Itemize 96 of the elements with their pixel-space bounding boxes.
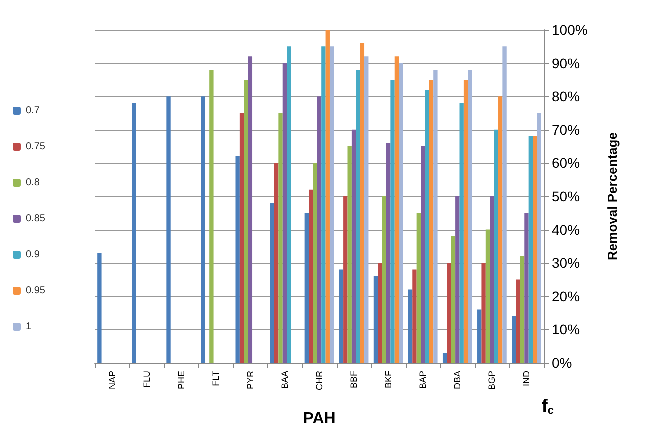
- bar: [278, 113, 283, 363]
- bar: [364, 56, 369, 363]
- bar: [486, 230, 490, 363]
- legend-label: 0.85: [26, 214, 46, 224]
- bar: [460, 103, 464, 363]
- legend-label: 0.95: [26, 286, 46, 296]
- bar: [348, 146, 352, 363]
- bar: [317, 96, 322, 363]
- x-tick-label: BGP: [487, 371, 498, 390]
- legend-label: 0.75: [26, 142, 46, 152]
- bar: [274, 163, 279, 363]
- bar: [442, 353, 448, 363]
- bar: [524, 213, 529, 363]
- legend-label: 1: [26, 322, 32, 332]
- y-tick-label: 80%: [552, 88, 580, 105]
- bar: [339, 270, 344, 363]
- bar: [412, 270, 417, 363]
- bar: [309, 190, 314, 363]
- x-tick-label: CHR: [314, 370, 324, 390]
- bar: [386, 143, 391, 363]
- bar: [360, 43, 365, 363]
- bar: [382, 196, 386, 363]
- x-tick-label: BKF: [384, 370, 394, 389]
- bar: [429, 80, 434, 363]
- x-tick-label: BAP: [418, 371, 428, 390]
- bar: [478, 310, 482, 363]
- x-axis-title: PAH: [303, 410, 336, 428]
- y-tick-label: 10%: [552, 322, 580, 338]
- bar: [528, 136, 534, 363]
- bar: [494, 130, 498, 363]
- bar: [248, 56, 253, 363]
- x-tick-label: PHE: [176, 371, 186, 390]
- bar: [236, 156, 240, 363]
- bar: [408, 290, 413, 363]
- bar: [490, 196, 494, 363]
- y-tick-label: 0%: [552, 355, 572, 371]
- bar: [330, 46, 334, 363]
- bar: [378, 263, 382, 363]
- y-axis-title: Removal Percentage: [605, 132, 620, 260]
- bar: [326, 30, 330, 363]
- bar: [464, 80, 468, 363]
- bar: [287, 46, 292, 363]
- bar: [399, 63, 404, 363]
- bar: [201, 96, 206, 363]
- bar: [447, 263, 452, 363]
- bar: [344, 196, 348, 363]
- y-tick-label: 100%: [552, 22, 588, 38]
- bar: [434, 70, 438, 363]
- bar: [516, 280, 520, 363]
- y-tick-label: 30%: [552, 255, 580, 272]
- y-tick-label: 50%: [552, 188, 580, 204]
- y-tick-label: 40%: [552, 222, 580, 238]
- bar: [468, 70, 472, 363]
- bar: [482, 263, 486, 363]
- bar: [416, 213, 422, 363]
- bar: [98, 253, 102, 363]
- x-tick-label: FLT: [210, 370, 221, 386]
- bar: [304, 213, 310, 363]
- bar: [374, 276, 378, 363]
- bar: [322, 46, 326, 363]
- bar: [356, 70, 360, 363]
- bar: [244, 80, 248, 363]
- y-tick-label: 70%: [552, 122, 580, 138]
- y-tick-label: 20%: [552, 288, 580, 304]
- bar: [282, 63, 288, 363]
- bar: [425, 90, 430, 363]
- bar: [512, 316, 516, 363]
- bar: [270, 203, 274, 363]
- bar: [537, 113, 542, 363]
- legend-label: 0.8: [26, 178, 40, 188]
- x-tick-label: BBF: [349, 370, 360, 389]
- bar: [502, 46, 507, 363]
- x-tick-label: FLU: [142, 371, 152, 388]
- x-tick-label: NAP: [107, 371, 118, 390]
- bar: [533, 136, 538, 363]
- legend-label: 0.7: [26, 106, 40, 116]
- x-tick-label: BAA: [280, 371, 290, 390]
- x-tick-label: IND: [522, 370, 532, 386]
- y-tick-label: 60%: [552, 155, 580, 172]
- bar: [240, 113, 244, 363]
- bar: [520, 256, 525, 363]
- y-tick-label: 90%: [552, 55, 580, 72]
- bar: [166, 96, 171, 363]
- bar: [456, 196, 460, 363]
- bar: [451, 236, 456, 363]
- bar: [132, 103, 136, 363]
- bar: [352, 130, 356, 363]
- bar: [210, 70, 214, 363]
- legend-label: 0.9: [26, 250, 40, 260]
- bar: [394, 56, 400, 363]
- bar: [390, 80, 395, 363]
- x-tick-label: DBA: [452, 371, 463, 390]
- x-tick-label: PYR: [245, 370, 256, 390]
- bar: [498, 96, 503, 363]
- bar: [313, 163, 318, 363]
- bar: [421, 146, 426, 363]
